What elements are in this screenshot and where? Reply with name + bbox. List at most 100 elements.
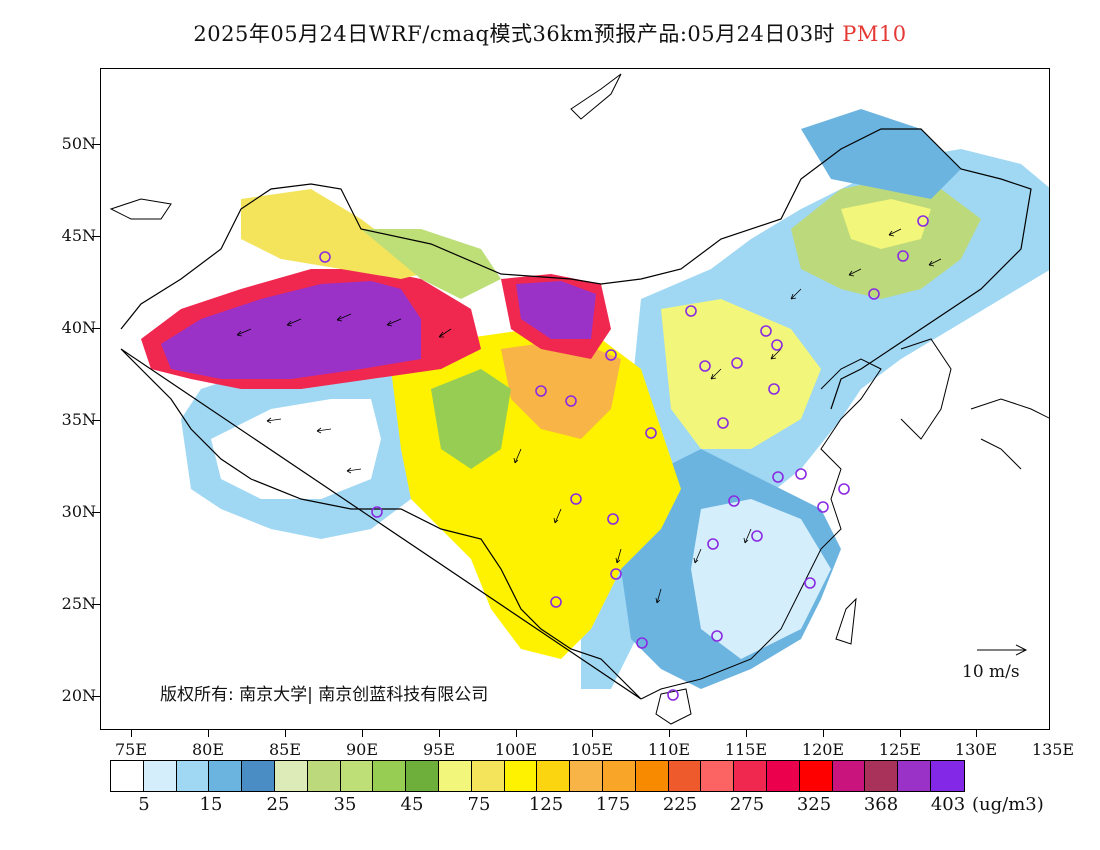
legend-swatch: [307, 761, 341, 791]
site-marker: [771, 339, 783, 351]
site-marker: [768, 383, 780, 395]
lon-label: 90E: [345, 740, 379, 759]
legend-swatch: [242, 761, 275, 791]
legend-swatch: [504, 761, 538, 791]
lon-tick: [669, 730, 670, 737]
lat-label: 25N: [61, 594, 96, 613]
field-central-orange: [501, 339, 621, 439]
lat-tick: [92, 604, 100, 605]
site-marker: [731, 357, 743, 369]
wind-arrow: [553, 508, 562, 524]
lon-tick: [976, 730, 977, 737]
site-marker: [570, 493, 582, 505]
site-marker: [897, 250, 909, 262]
legend-swatch: [766, 761, 800, 791]
legend-tick-label: 125: [528, 794, 564, 815]
wind-arrow: [655, 588, 662, 604]
color-legend: [110, 760, 965, 792]
legend-swatch: [635, 761, 669, 791]
legend-swatch: [209, 761, 243, 791]
lat-label: 30N: [61, 502, 96, 521]
site-marker: [550, 596, 562, 608]
lon-tick: [516, 730, 517, 737]
wind-arrow: [790, 288, 802, 300]
legend-swatch: [373, 761, 407, 791]
field-southeast-light: [691, 499, 831, 659]
legend-swatch: [701, 761, 735, 791]
legend-tick-label: 25: [266, 794, 290, 815]
lon-tick: [823, 730, 824, 737]
site-marker: [565, 395, 577, 407]
legend-unit: (ug/m3): [972, 794, 1044, 815]
site-marker: [804, 577, 816, 589]
legend-tick-label: 15: [199, 794, 223, 815]
field-tibet-inner: [211, 399, 381, 499]
site-marker: [717, 417, 729, 429]
border-china: [120, 128, 1032, 700]
legend-tick-label: 5: [138, 794, 150, 815]
legend-swatch: [930, 761, 964, 791]
field-east-yellow: [661, 299, 821, 449]
wind-arrow: [336, 313, 352, 322]
legend-tick-label: 368: [863, 794, 899, 815]
lon-tick: [131, 730, 132, 737]
site-marker: [685, 305, 697, 317]
field-northeast-yellow: [841, 199, 931, 249]
lon-label: 100E: [494, 740, 538, 759]
coastlines: [109, 73, 1049, 725]
lon-label: 95E: [422, 740, 456, 759]
lon-label: 85E: [268, 740, 302, 759]
lon-tick: [746, 730, 747, 737]
legend-swatch: [176, 761, 210, 791]
field-east-low: [581, 149, 1049, 689]
site-marker: [699, 360, 711, 372]
lon-label: 130E: [954, 740, 998, 759]
site-markers: [319, 215, 929, 701]
site-marker: [610, 568, 622, 580]
legend-tick-label: 403: [930, 794, 966, 815]
lon-label: 110E: [647, 740, 691, 759]
lon-label: 120E: [801, 740, 845, 759]
lon-tick: [439, 730, 440, 737]
site-marker: [707, 538, 719, 550]
site-marker: [772, 471, 784, 483]
site-marker: [607, 513, 619, 525]
copyright-text: 版权所有: 南京大学| 南京创蓝科技有限公司: [160, 685, 489, 705]
lon-tick: [208, 730, 209, 737]
map-frame: [100, 68, 1050, 730]
legend-swatch: [143, 761, 177, 791]
legend-tick-label: 275: [729, 794, 765, 815]
scale-arrow: [977, 644, 1028, 656]
lat-label: 50N: [61, 134, 96, 153]
lon-tick: [592, 730, 593, 737]
wind-arrow: [236, 328, 252, 337]
china-border: [120, 128, 1032, 700]
lat-tick: [92, 236, 100, 237]
legend-swatch: [274, 761, 308, 791]
wind-arrow: [928, 258, 942, 267]
lat-label: 45N: [61, 226, 96, 245]
site-marker: [371, 506, 383, 518]
site-marker: [817, 501, 829, 513]
lon-label: 80E: [191, 740, 225, 759]
wind-arrow: [438, 328, 452, 338]
wind-arrow: [266, 417, 282, 424]
field-taklimakan-purple: [161, 281, 421, 379]
chart-title: 2025年05月24日WRF/cmaq模式36km预报产品:05月24日03时 …: [0, 18, 1100, 48]
lon-label: 115E: [724, 740, 768, 759]
wind-scale-label: 10 m/s: [962, 662, 1020, 682]
lat-tick: [92, 420, 100, 421]
lat-tick: [92, 512, 100, 513]
field-central-green: [431, 369, 511, 469]
legend-swatch: [865, 761, 899, 791]
legend-swatch: [832, 761, 866, 791]
wind-arrow: [888, 228, 902, 237]
field-inner-mongolia-green: [361, 229, 501, 299]
lon-tick: [285, 730, 286, 737]
wind-arrow: [286, 318, 302, 327]
lon-label: 125E: [878, 740, 922, 759]
lat-tick: [92, 328, 100, 329]
wind-arrow: [693, 548, 702, 564]
pm10-map: [109, 73, 1049, 725]
legend-tick-label: 45: [400, 794, 424, 815]
